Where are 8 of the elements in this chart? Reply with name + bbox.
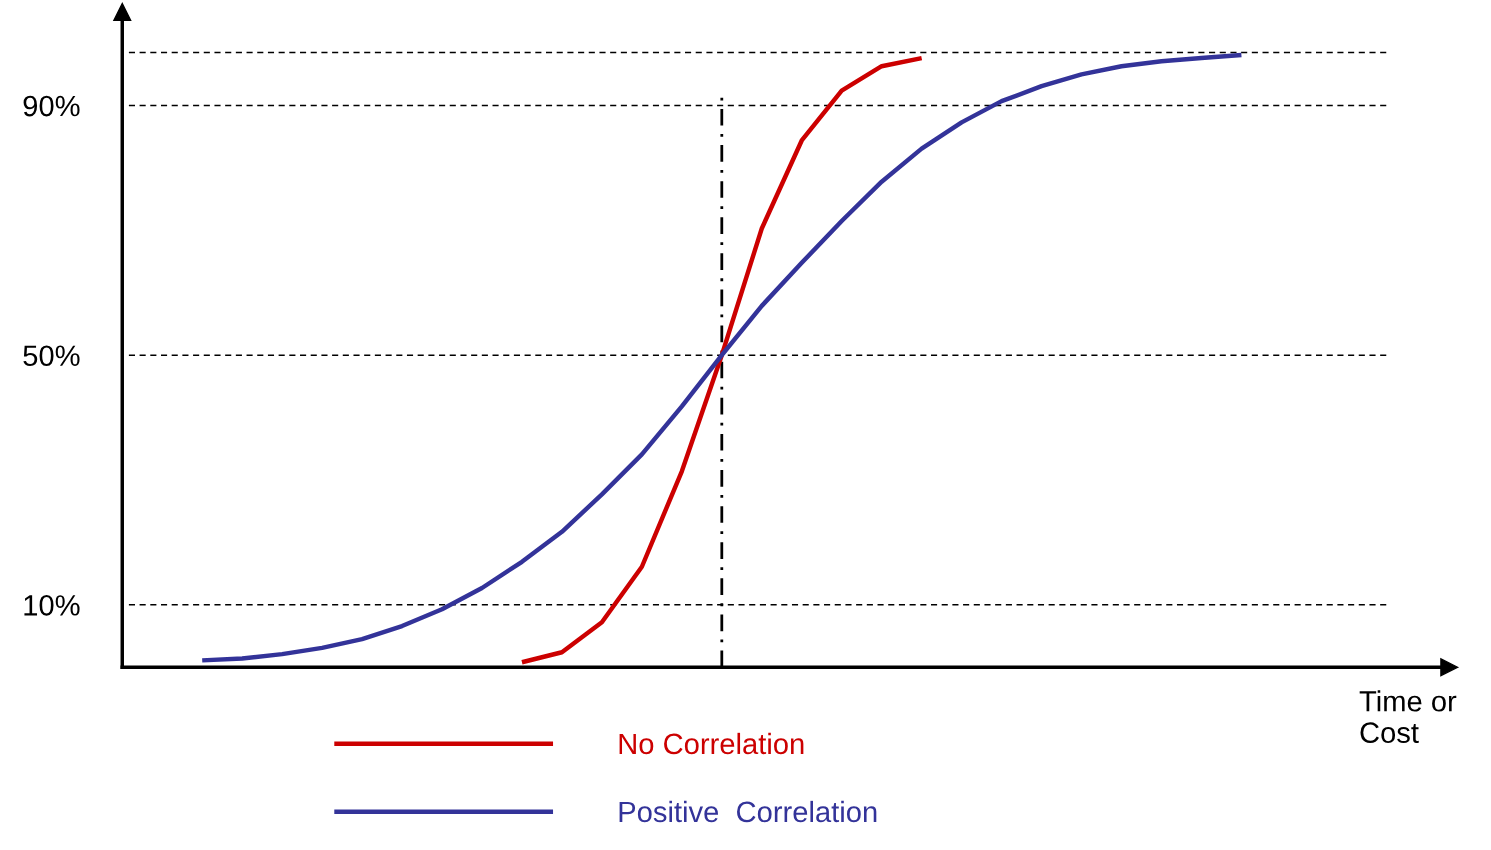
text: Positive Correlation bbox=[619, 800, 877, 823]
text: No Correlation bbox=[619, 732, 804, 755]
line-series bbox=[519, 55, 924, 665]
x-axis-title: Time or Cost bbox=[1359, 690, 1457, 744]
line-series bbox=[199, 52, 1244, 663]
y-tick-label: 50% bbox=[23, 345, 80, 367]
y-tick-label: 90% bbox=[23, 95, 80, 117]
y-tick-label: 10% bbox=[24, 595, 80, 616]
